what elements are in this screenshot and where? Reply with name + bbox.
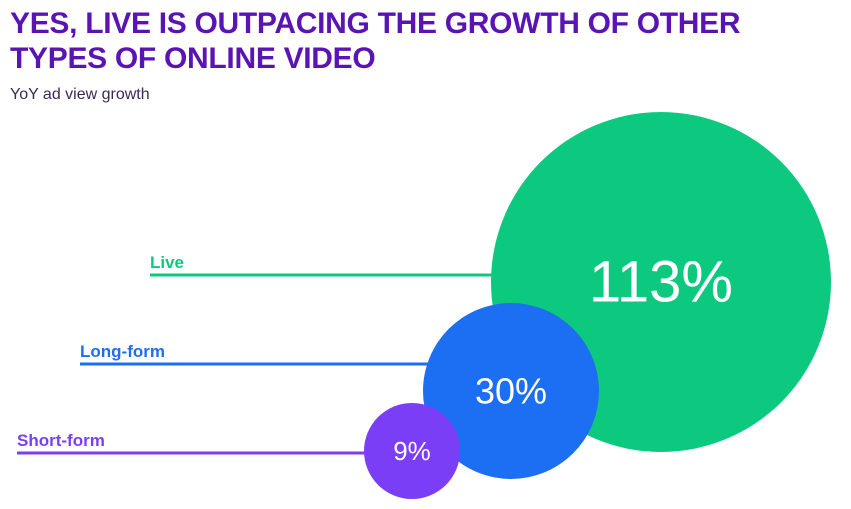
title-line-1: YES, LIVE IS OUTPACING THE GROWTH OF OTH… — [10, 7, 741, 40]
value-label-long-form: 30% — [475, 371, 547, 412]
value-label-live: 113% — [589, 250, 733, 315]
bubble-long-form — [423, 303, 599, 479]
series-label-live: Live — [150, 253, 184, 272]
series-label-long-form: Long-form — [80, 342, 165, 361]
value-label-short-form: 9% — [393, 436, 431, 466]
series-label-short-form: Short-form — [17, 431, 105, 450]
page-title: YES, LIVE IS OUTPACING THE GROWTH OF OTH… — [10, 6, 741, 76]
title-line-2: TYPES OF ONLINE VIDEO — [10, 42, 376, 75]
bubble-short-form — [364, 403, 460, 499]
chart-subtitle: YoY ad view growth — [10, 86, 150, 103]
